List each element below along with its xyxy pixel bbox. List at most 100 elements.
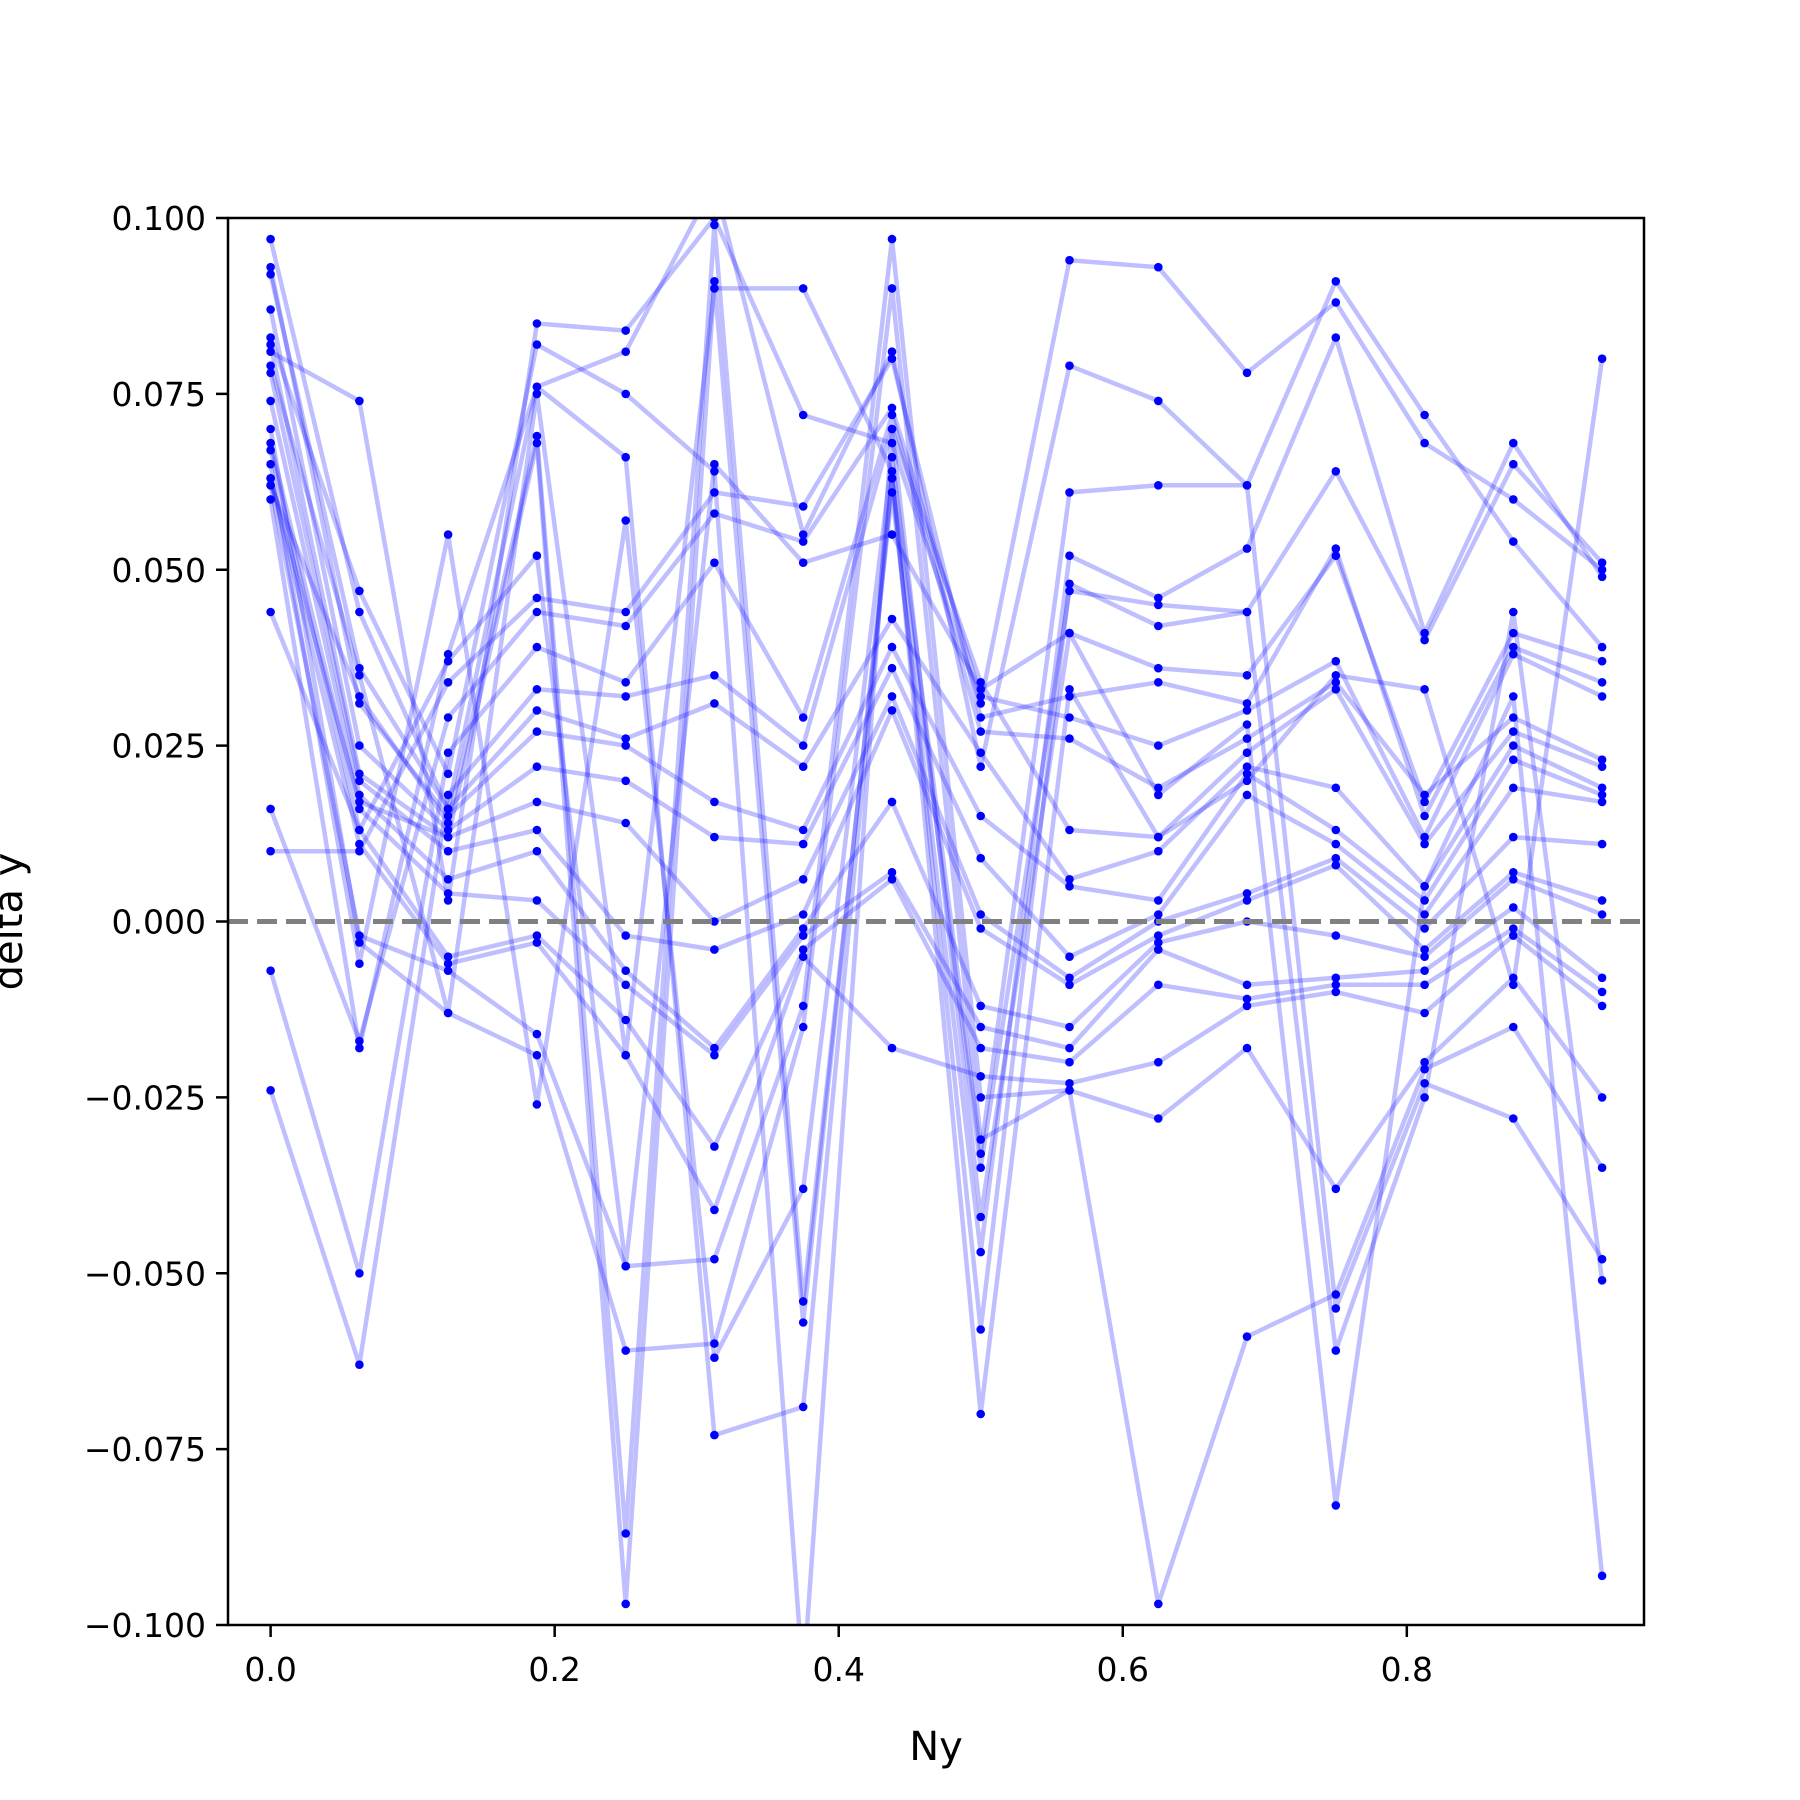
- data-point: [1509, 931, 1518, 940]
- data-point: [887, 797, 897, 807]
- series-line-16: [268, 442, 1604, 1058]
- data-point: [1420, 438, 1429, 448]
- data-point: [532, 931, 542, 940]
- data-point: [1154, 783, 1163, 793]
- data-point: [1420, 980, 1429, 990]
- data-point: [887, 354, 897, 364]
- data-point: [443, 713, 453, 722]
- data-point: [1420, 832, 1429, 842]
- data-point: [1242, 769, 1252, 779]
- x-tick-label: 0.6: [1097, 1650, 1149, 1689]
- data-point: [355, 396, 364, 406]
- data-point: [798, 910, 808, 919]
- data-point: [532, 797, 542, 807]
- data-point: [443, 649, 453, 659]
- data-point: [710, 1050, 719, 1060]
- data-point: [621, 1599, 630, 1609]
- data-point: [443, 811, 453, 821]
- y-tick-label: −0.025: [84, 1078, 206, 1117]
- data-point: [1597, 1276, 1607, 1285]
- data-point: [532, 896, 542, 905]
- data-point: [355, 776, 364, 786]
- y-tick-label: 0.025: [112, 727, 206, 766]
- data-point: [1065, 488, 1074, 497]
- data-point: [532, 319, 542, 328]
- data-point: [1065, 579, 1074, 589]
- y-tick-label: −0.050: [84, 1254, 206, 1293]
- data-point: [976, 1149, 985, 1158]
- data-point: [355, 959, 364, 968]
- data-point: [887, 403, 897, 413]
- data-point: [443, 530, 453, 539]
- data-point: [621, 678, 630, 687]
- data-point: [1420, 882, 1429, 891]
- data-point: [976, 1072, 985, 1081]
- data-point: [1420, 635, 1429, 645]
- data-point: [1420, 1008, 1429, 1018]
- data-point: [355, 797, 364, 807]
- data-point: [1242, 368, 1252, 378]
- data-point: [976, 1001, 985, 1011]
- data-point: [532, 762, 542, 771]
- data-point: [1509, 1022, 1518, 1032]
- data-point: [887, 530, 897, 539]
- data-point: [710, 459, 719, 469]
- data-point: [1331, 1184, 1341, 1194]
- data-point: [887, 467, 897, 476]
- data-point: [355, 586, 364, 596]
- data-point: [887, 868, 897, 877]
- data-point: [1597, 642, 1607, 652]
- data-point: [1597, 572, 1607, 582]
- data-point: [621, 980, 630, 990]
- data-point: [266, 804, 275, 814]
- data-point: [887, 1043, 897, 1053]
- data-point: [1509, 438, 1518, 448]
- data-point: [621, 1015, 630, 1025]
- data-point: [1242, 1001, 1252, 1011]
- data-point: [443, 966, 453, 975]
- data-point: [1331, 783, 1341, 793]
- data-point: [1597, 755, 1607, 764]
- data-point: [1065, 980, 1074, 990]
- data-point: [532, 593, 542, 603]
- data-point: [532, 551, 542, 560]
- data-point: [1597, 558, 1607, 567]
- data-point: [1597, 762, 1607, 771]
- data-point: [532, 1050, 542, 1060]
- data-point: [355, 1043, 364, 1053]
- data-point: [976, 811, 985, 821]
- data-point: [266, 438, 275, 448]
- data-point: [1509, 980, 1518, 990]
- data-point: [976, 713, 985, 722]
- data-point: [621, 1529, 630, 1538]
- series-line-12: [268, 309, 1603, 959]
- data-point: [266, 347, 275, 357]
- data-point: [710, 917, 719, 926]
- data-point: [266, 340, 275, 349]
- data-point: [710, 488, 719, 497]
- data-point: [1154, 396, 1163, 406]
- data-point: [1420, 952, 1429, 961]
- data-point: [976, 1135, 985, 1144]
- data-point: [976, 727, 985, 736]
- data-point: [710, 699, 719, 708]
- data-point: [798, 530, 808, 539]
- data-point: [1509, 607, 1518, 617]
- data-point: [355, 790, 364, 800]
- data-point: [1420, 839, 1429, 849]
- data-point: [710, 1339, 719, 1348]
- data-point: [710, 832, 719, 842]
- data-point: [976, 685, 985, 694]
- data-point: [1331, 839, 1341, 849]
- data-point: [710, 277, 719, 286]
- data-point: [976, 1325, 985, 1334]
- data-point: [798, 1022, 808, 1032]
- series-line-24: [268, 286, 1605, 1417]
- data-point: [355, 839, 364, 849]
- data-point: [1331, 860, 1341, 870]
- data-point: [887, 424, 897, 434]
- data-point: [1420, 685, 1429, 694]
- data-point: [1597, 565, 1607, 574]
